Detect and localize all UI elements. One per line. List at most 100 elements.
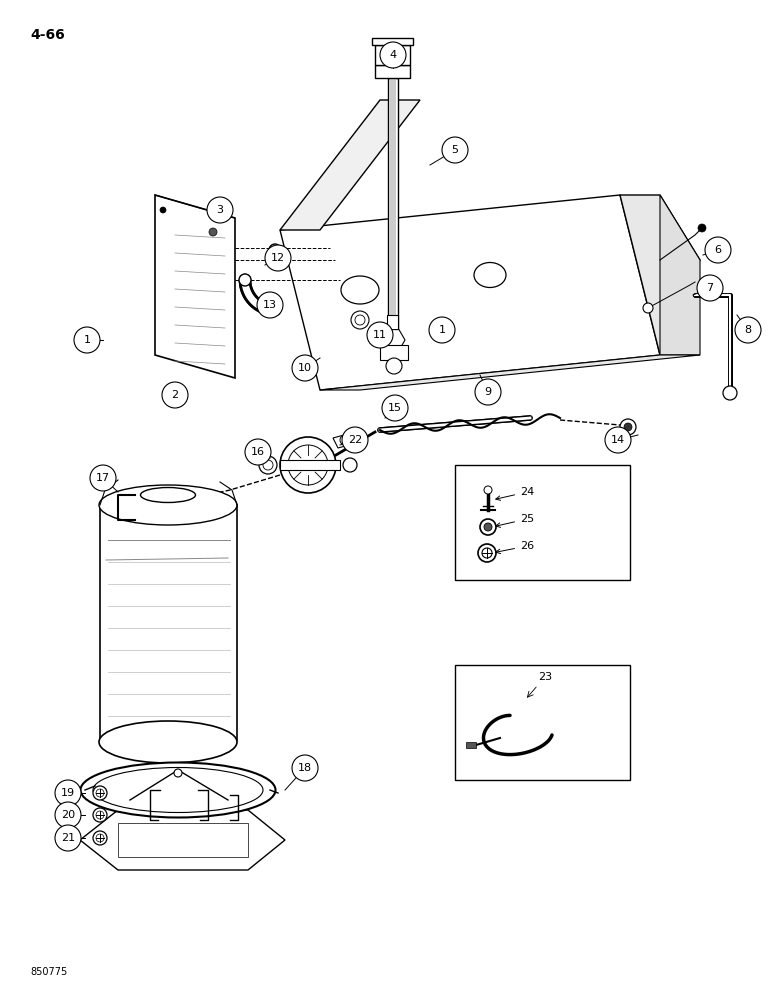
Circle shape (90, 465, 116, 491)
Text: 23: 23 (538, 672, 552, 682)
Circle shape (620, 419, 636, 435)
Circle shape (263, 460, 273, 470)
Circle shape (624, 423, 632, 431)
Polygon shape (375, 65, 410, 78)
Polygon shape (388, 78, 398, 370)
Polygon shape (280, 195, 660, 390)
Text: 7: 7 (707, 283, 714, 293)
Text: 20: 20 (61, 810, 75, 820)
Text: 24: 24 (496, 487, 534, 500)
Ellipse shape (99, 721, 237, 763)
Polygon shape (660, 195, 700, 355)
Polygon shape (390, 78, 396, 370)
Circle shape (355, 315, 365, 325)
Circle shape (55, 825, 81, 851)
Circle shape (269, 244, 281, 256)
Ellipse shape (138, 491, 198, 508)
Circle shape (93, 808, 107, 822)
Text: 21: 21 (61, 833, 75, 843)
Circle shape (160, 207, 166, 213)
Circle shape (380, 42, 406, 68)
Text: 18: 18 (298, 763, 312, 773)
Circle shape (292, 755, 318, 781)
Polygon shape (400, 45, 410, 65)
Text: 15: 15 (388, 403, 402, 413)
Circle shape (207, 197, 233, 223)
Ellipse shape (474, 262, 506, 288)
Ellipse shape (80, 762, 275, 818)
Circle shape (382, 395, 408, 421)
Circle shape (174, 769, 182, 777)
Text: 17: 17 (96, 473, 110, 483)
Circle shape (367, 322, 393, 348)
Circle shape (74, 327, 100, 353)
Text: 11: 11 (373, 330, 387, 340)
Circle shape (259, 456, 277, 474)
Text: 14: 14 (611, 435, 625, 445)
Circle shape (93, 831, 107, 845)
Text: 4: 4 (389, 50, 396, 60)
Polygon shape (620, 195, 700, 355)
Ellipse shape (130, 489, 205, 511)
Polygon shape (387, 315, 398, 370)
Text: 850775: 850775 (30, 967, 67, 977)
Circle shape (442, 137, 468, 163)
Text: 9: 9 (484, 387, 491, 397)
Ellipse shape (140, 488, 196, 502)
Polygon shape (375, 45, 385, 65)
Ellipse shape (341, 276, 379, 304)
Circle shape (697, 275, 723, 301)
Circle shape (351, 311, 369, 329)
Ellipse shape (93, 768, 263, 812)
Circle shape (698, 224, 706, 232)
Circle shape (643, 303, 653, 313)
Circle shape (245, 439, 271, 465)
Circle shape (162, 382, 188, 408)
Circle shape (96, 834, 104, 842)
Circle shape (480, 519, 496, 535)
Text: 4-66: 4-66 (30, 28, 65, 42)
Polygon shape (280, 100, 420, 230)
Circle shape (239, 274, 251, 286)
Circle shape (340, 435, 350, 445)
Text: 6: 6 (714, 245, 722, 255)
Polygon shape (372, 38, 413, 45)
Circle shape (484, 523, 492, 531)
Bar (455, 665, 630, 780)
Circle shape (429, 317, 455, 343)
Text: 5: 5 (452, 145, 459, 155)
Text: 26: 26 (496, 541, 534, 554)
Circle shape (93, 786, 107, 800)
Polygon shape (118, 823, 248, 857)
Polygon shape (80, 810, 285, 870)
Text: 12: 12 (271, 253, 285, 263)
Circle shape (96, 811, 104, 819)
Circle shape (292, 355, 318, 381)
Circle shape (265, 245, 291, 271)
Circle shape (735, 317, 761, 343)
Circle shape (288, 445, 328, 485)
Circle shape (96, 789, 104, 797)
Circle shape (482, 548, 492, 558)
Circle shape (342, 427, 368, 453)
Text: 25: 25 (496, 514, 534, 527)
Text: 13: 13 (263, 300, 277, 310)
Text: 8: 8 (744, 325, 752, 335)
Text: 16: 16 (251, 447, 265, 457)
Circle shape (723, 386, 737, 400)
Circle shape (55, 780, 81, 806)
Circle shape (343, 458, 357, 472)
Circle shape (386, 358, 402, 374)
Ellipse shape (99, 485, 237, 525)
Polygon shape (155, 195, 235, 218)
Text: 2: 2 (172, 390, 179, 400)
Polygon shape (380, 345, 408, 360)
Circle shape (55, 802, 81, 828)
Text: 10: 10 (298, 363, 312, 373)
Circle shape (705, 237, 731, 263)
Circle shape (484, 486, 492, 494)
Text: 19: 19 (61, 788, 75, 798)
Circle shape (257, 292, 283, 318)
Circle shape (478, 544, 496, 562)
Polygon shape (333, 432, 360, 448)
